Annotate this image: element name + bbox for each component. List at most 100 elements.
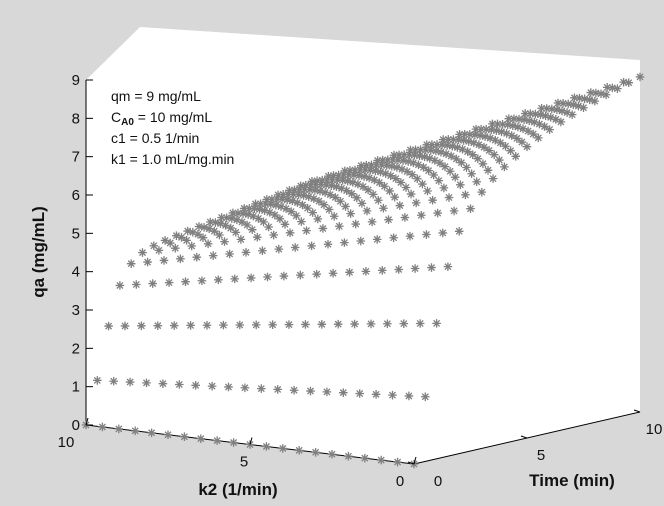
data-point-k2-1.5-t-0 <box>360 453 370 463</box>
data-point-k2-8-t-8.5 <box>339 170 348 180</box>
data-point-k2-2-t-1 <box>366 319 376 329</box>
data-point-k2-6.5-t-8 <box>377 160 386 170</box>
data-point-k2-1.5-t-10 <box>586 88 596 97</box>
data-point-k2-5-t-1.5 <box>279 271 289 281</box>
data-point-k2-0-t-4 <box>500 162 509 172</box>
data-point-k2-6.5-t-7 <box>354 171 364 180</box>
data-point-k2-7-t-9.5 <box>394 150 404 160</box>
data-point-k2-9.5-t-6 <box>233 208 243 218</box>
data-point-k2-0-t-6 <box>545 125 554 134</box>
data-point-k2-7.5-t-1 <box>186 321 195 330</box>
data-point-k2-4.5-t-10 <box>488 119 497 129</box>
data-point-k2-2-t-5 <box>457 158 466 167</box>
data-point-k2-6.5-t-6 <box>332 182 341 192</box>
data-point-k2-5-t-5 <box>358 182 368 191</box>
data-point-k2-0.5-t-5.5 <box>517 137 527 147</box>
data-point-k2-10-t-7.5 <box>251 199 260 209</box>
data-point-k2-9.5-t-0.5 <box>109 376 118 386</box>
data-point-k2-3-t-5.5 <box>435 158 445 168</box>
data-point-k2-2-t-3 <box>411 198 421 208</box>
data-point-k2-7.5-t-4.5 <box>265 208 274 217</box>
data-point-k2-6-t-1.5 <box>246 273 256 283</box>
data-point-k2-6.5-t-3.5 <box>275 214 285 224</box>
data-point-k2-3.5-t-6 <box>430 156 440 165</box>
data-point-k2-2.5-t-2.5 <box>384 215 393 224</box>
data-point-k2-1-t-1 <box>399 319 409 328</box>
data-point-k2-9-t-6.5 <box>261 199 270 209</box>
data-point-k2-0-t-7 <box>567 110 577 119</box>
data-point-k2-5-t-10 <box>471 124 481 134</box>
data-point-k2-2-t-6.5 <box>491 135 500 145</box>
data-point-k2-6-t-4.5 <box>314 196 324 206</box>
data-point-k2-7.5-t-7 <box>321 180 331 190</box>
data-point-k2-5.5-t-8 <box>410 150 419 160</box>
data-point-k2-4.5-t-0.5 <box>273 385 282 394</box>
data-point-k2-5-t-3.5 <box>324 205 334 214</box>
k2-tick-mark-5 <box>249 437 253 445</box>
data-point-k2-9-t-9.5 <box>329 171 338 180</box>
z-tick-label-6: 6 <box>72 187 80 204</box>
data-point-k2-1-t-9 <box>580 94 589 104</box>
data-point-k2-3.5-t-8 <box>475 131 485 140</box>
data-point-k2-2-t-9.5 <box>558 99 568 108</box>
data-point-k2-5-t-7.5 <box>415 151 424 161</box>
data-point-k2-4-t-9.5 <box>493 119 502 129</box>
data-point-k2-7-t-9 <box>383 155 393 165</box>
data-point-k2-2-t-0 <box>344 451 353 461</box>
data-point-k2-8-t-7.5 <box>316 180 326 189</box>
z-axis-title: qa (mg/mL) <box>29 206 48 298</box>
data-point-k2-9.5-t-1.5 <box>132 280 141 289</box>
data-point-k2-8.5-t-1 <box>153 321 163 330</box>
data-point-k2-8.5-t-1.5 <box>164 278 174 287</box>
data-point-k2-10-t-6.5 <box>228 208 238 218</box>
data-point-k2-4.5-t-1.5 <box>296 270 305 280</box>
data-point-k2-4.5-t-2 <box>307 241 316 251</box>
data-point-k2-7-t-4.5 <box>281 204 291 213</box>
data-point-k2-4.5-t-0 <box>262 442 271 451</box>
data-point-k2-0-t-2 <box>454 226 464 236</box>
data-point-k2-6-t-1 <box>235 320 245 330</box>
data-point-k2-7.5-t-2 <box>208 251 218 260</box>
k2-tick-label-5: 5 <box>240 454 248 471</box>
data-point-k2-8-t-4.5 <box>249 211 258 221</box>
data-point-k2-1-t-7.5 <box>546 113 555 122</box>
data-point-k2-8.5-t-7 <box>289 190 298 199</box>
data-point-k2-6.5-t-10 <box>422 140 432 150</box>
time-tick-label-10: 10 <box>646 421 663 438</box>
data-point-k2-0.5-t-3 <box>461 190 470 200</box>
data-point-k2-9.5-t-1 <box>120 321 130 331</box>
data-point-k2-6-t-5 <box>325 190 335 199</box>
data-point-k2-3-t-6 <box>446 151 456 161</box>
data-point-k2-4.5-t-2.5 <box>318 224 328 233</box>
data-point-k2-9.5-t-7 <box>256 199 265 209</box>
data-point-k2-2-t-5.5 <box>468 150 477 159</box>
data-point-k2-3.5-t-10 <box>520 109 530 118</box>
parameter-name: qm <box>111 88 130 104</box>
data-point-k2-9.5-t-8.5 <box>290 185 299 195</box>
data-point-k2-1.5-t-2.5 <box>417 210 426 220</box>
data-point-k2-0.5-t-7.5 <box>562 108 572 117</box>
data-point-k2-2-t-8 <box>524 116 534 126</box>
data-point-k2-7-t-0.5 <box>191 381 200 390</box>
data-point-k2-3.5-t-7.5 <box>464 137 473 146</box>
data-point-k2-7-t-4 <box>270 210 280 220</box>
data-point-k2-10-t-4.5 <box>183 226 192 236</box>
data-point-k2-0-t-6.5 <box>556 117 566 127</box>
data-point-k2-1.5-t-8.5 <box>552 105 562 115</box>
data-point-k2-6-t-8.5 <box>405 150 414 160</box>
data-point-k2-8.5-t-6.5 <box>277 194 287 204</box>
data-point-k2-7-t-7 <box>338 175 347 185</box>
data-point-k2-1.5-t-6.5 <box>507 131 516 140</box>
data-point-k2-4-t-3 <box>346 209 355 218</box>
data-point-k2-0-t-8 <box>590 96 600 106</box>
data-point-k2-2.5-t-9.5 <box>542 104 551 113</box>
data-point-k2-2.5-t-10 <box>553 98 563 108</box>
data-point-k2-1-t-4.5 <box>478 159 488 169</box>
data-point-k2-5.5-t-0.5 <box>240 383 250 393</box>
data-point-k2-10-t-9.5 <box>296 181 305 191</box>
data-point-k2-7.5-t-9.5 <box>378 155 387 165</box>
data-point-k2-5-t-1 <box>268 320 277 330</box>
data-point-k2-8-t-5 <box>260 206 269 215</box>
data-point-k2-5.5-t-9.5 <box>444 135 453 144</box>
data-point-k2-6-t-10 <box>438 135 448 144</box>
